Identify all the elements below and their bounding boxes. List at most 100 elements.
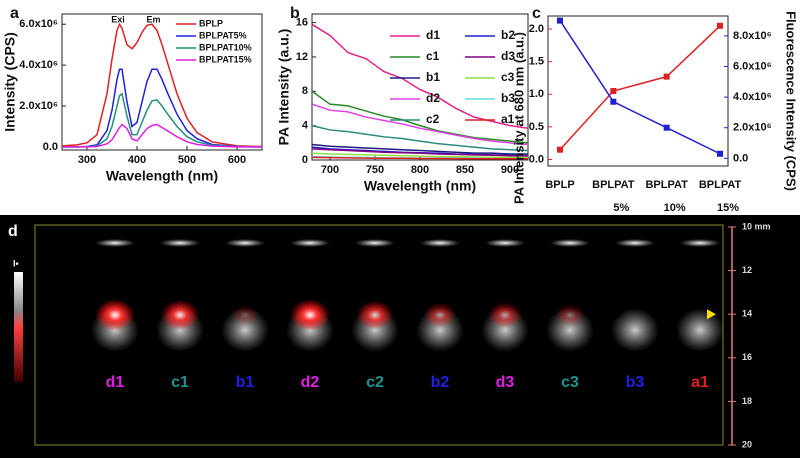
series-line [311,143,528,155]
series-line [311,124,529,152]
y-tick-label: 2.0x10⁶ [19,100,58,112]
series-line [311,103,529,146]
y-axis-title: PA Intensity at 680 nm (a.u.) [511,32,526,204]
annotation: Exi [111,14,125,24]
colorbar-label: I• [13,258,19,268]
pa-signal [160,299,200,331]
y-tick-label: 2.0 [529,23,544,35]
series-line [311,23,529,129]
tissue-echo [611,308,659,352]
sample-label: c1 [171,374,189,391]
y2-tick-label: 8.0x10⁶ [733,30,772,42]
legend-label: BPLP [199,18,223,28]
point [663,73,670,80]
legend-label: b2 [501,28,515,42]
series-line [311,156,528,160]
y2-tick-label: 4.0x10⁶ [733,91,772,103]
legend-label: BPLPAT5% [199,30,247,40]
sample-label: b2 [431,374,450,391]
x-tick-label: 850 [456,164,474,176]
legend-label: BPLPAT10% [199,42,252,52]
legend-label: BPLPAT15% [199,54,252,64]
image-content [91,239,724,352]
legend-label: d3 [501,49,515,63]
series-line [559,20,721,155]
y2-tick-label: 0.0 [733,152,748,164]
y-tick-label: 1.0 [529,88,544,100]
surface-echo [290,239,330,247]
surface-echo [160,239,200,247]
y2-tick-label: 2.0x10⁶ [733,122,772,134]
sample-label: c3 [561,374,579,391]
surface-echo [420,239,460,247]
y-axis-title: Intensity (CPS) [2,32,18,132]
pa-signal [488,302,522,328]
point [557,146,563,153]
surface-echo [95,239,135,247]
y-tick-label: 8 [302,85,308,97]
legend-label: c3 [501,70,515,84]
surface-echo [225,239,265,247]
legend-label: d1 [426,28,440,42]
pa-signal [555,304,585,326]
sample-label: a1 [691,374,709,391]
y2-axis-title: Fluorescence Intensity (CPS) [784,11,799,191]
x-tick-label: 800 [411,164,429,176]
series-line [62,92,263,148]
x-tick-label: 400 [128,154,146,166]
point [663,124,670,131]
x-axis-title: Wavelength (nm) [106,168,218,184]
x-tick-label: 300 [78,154,96,166]
panel-label: d [8,223,18,240]
legend-label: c2 [426,112,440,126]
surface-echo [485,239,525,247]
legend-label: b1 [426,70,440,84]
series-line [62,68,263,148]
x-tick-label: BPLPAT 10% [645,179,688,214]
panel-label: c [532,5,541,22]
y2-tick-label: 6.0x10⁶ [733,60,772,72]
point [717,150,723,157]
point [717,22,723,29]
sample-label: d2 [301,374,320,391]
legend-label: d2 [426,91,440,105]
series-line [311,148,529,157]
sample-label: d3 [496,374,515,391]
pa-signal [95,299,135,331]
y-tick-label: 1.5 [529,56,544,68]
y-tick-label: 12 [296,51,308,63]
surface-echo [680,239,720,247]
point [610,88,617,94]
x-tick-label: BPLP [545,179,574,191]
point [557,17,563,24]
x-tick-label: BPLPAT 5% [592,179,635,214]
plot-frame [61,13,263,151]
y-tick-label: 16 [296,16,308,28]
pa-signal [423,302,457,328]
pa-signal [356,300,394,330]
sample-label: d1 [106,374,125,391]
legend-label: a1 [501,112,515,126]
y-tick-label: 6.0x10⁶ [19,18,58,30]
series-line [61,22,263,148]
y-tick-label: 4.0x10⁶ [19,59,58,71]
x-axis-title: Wavelength (nm) [364,178,476,194]
panel-label: b [290,5,300,22]
pa-signal [231,305,259,325]
surface-echo [550,239,590,247]
series-line [62,123,262,148]
depth-tick-label: 12 [742,265,752,275]
point [610,98,617,105]
y-axis-title: PA Intensity (a.u.) [276,29,292,146]
depth-tick-label: 18 [742,396,752,406]
surface-echo [615,239,655,247]
y-tick-label: 0 [302,154,308,166]
tissue-echo [676,308,724,352]
x-tick-label: 500 [178,154,196,166]
annotation: Em [146,14,160,24]
x-tick-label: 900 [501,164,519,176]
x-tick-label: 750 [366,164,384,176]
legend-label: b3 [501,91,515,105]
depth-tick-label: 20 [742,439,752,449]
